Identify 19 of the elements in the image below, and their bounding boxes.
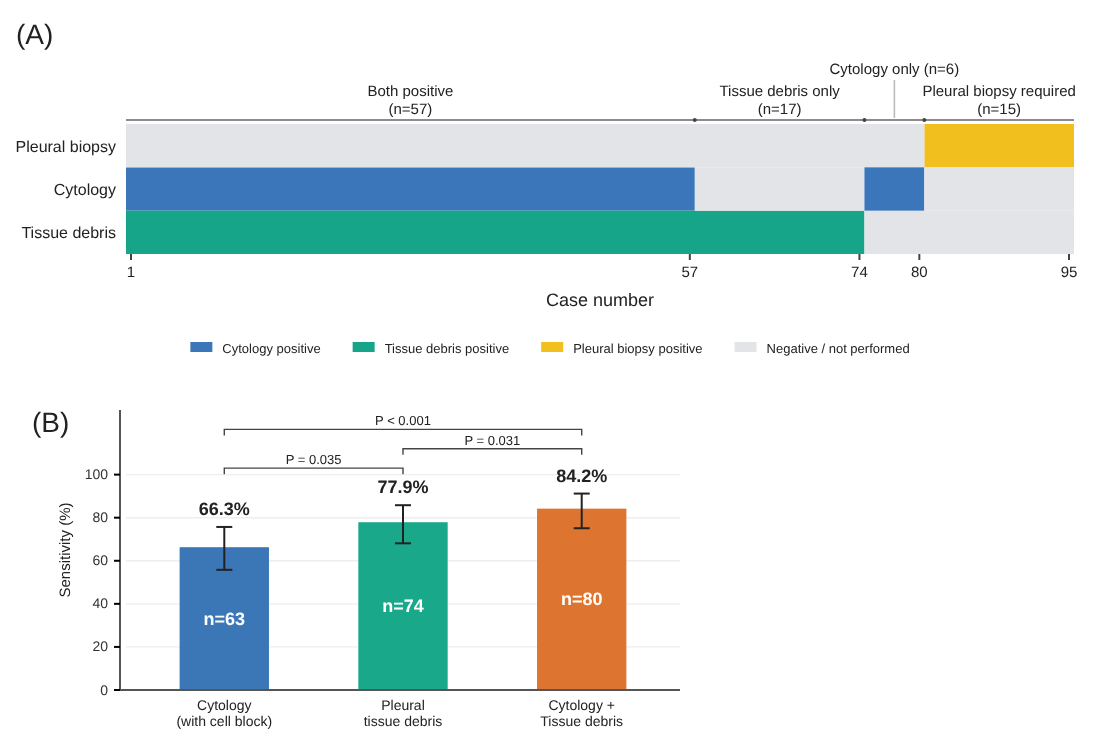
annotation: n=80 bbox=[560, 589, 603, 610]
bar bbox=[537, 508, 627, 690]
bar bbox=[864, 167, 925, 211]
chart-title: (A) bbox=[16, 18, 54, 50]
bar bbox=[924, 124, 1074, 168]
annotation: n=74 bbox=[382, 596, 424, 617]
bar bbox=[126, 210, 865, 254]
y-tick-label: Tissue debris bbox=[21, 224, 116, 243]
y-tick-label: Cytology bbox=[53, 181, 116, 199]
annotation: n=63 bbox=[203, 608, 246, 629]
bar bbox=[358, 522, 448, 690]
data-label: 77.9% bbox=[377, 477, 429, 498]
y-tick-label: Pleural biopsy bbox=[15, 137, 116, 156]
bar bbox=[126, 167, 695, 211]
data-label: 84.2% bbox=[556, 465, 608, 486]
chart-title: (B) bbox=[32, 406, 70, 438]
data-label: 66.3% bbox=[198, 498, 250, 519]
bar bbox=[179, 547, 269, 690]
x-axis-title: Case number bbox=[545, 290, 655, 310]
